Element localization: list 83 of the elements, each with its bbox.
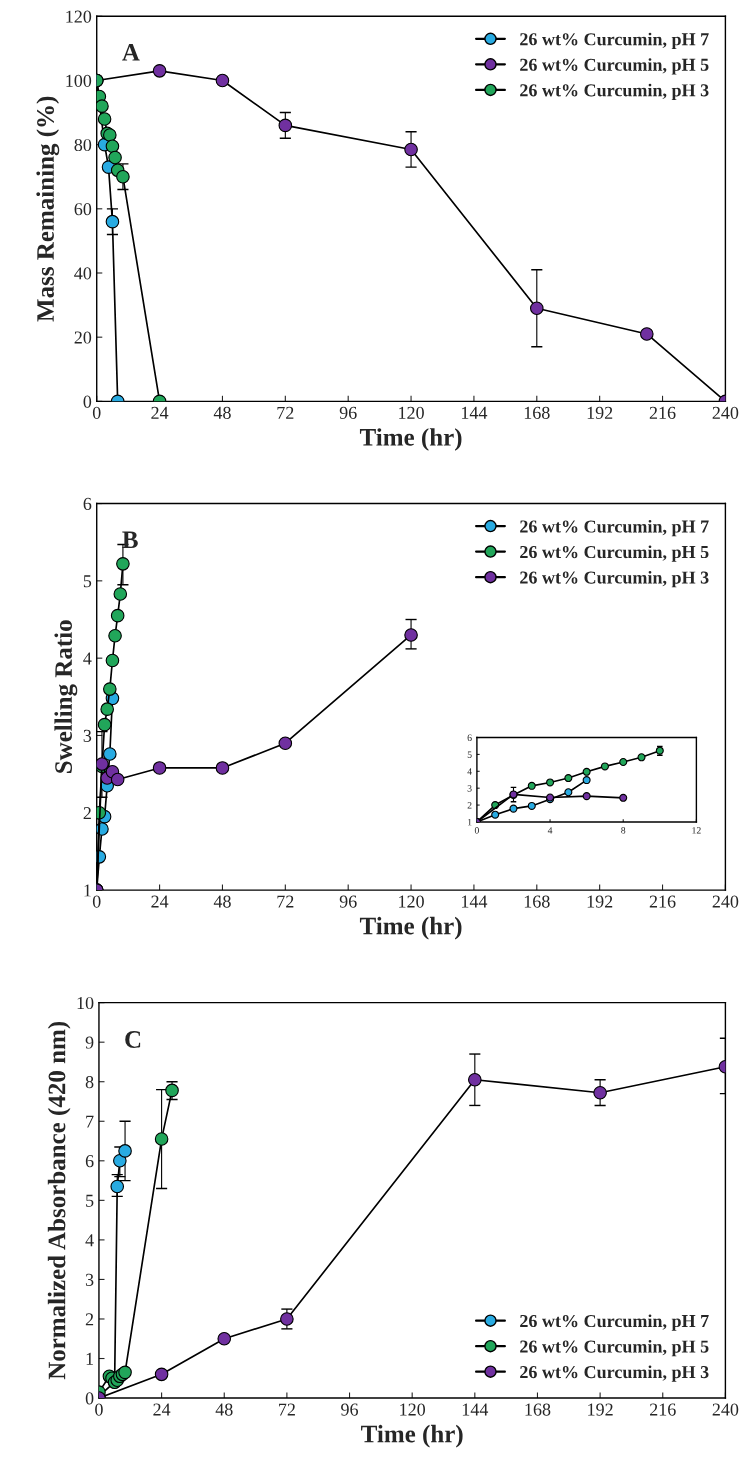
y-tick-label: 2 bbox=[83, 807, 91, 820]
y-tick-label: 3 bbox=[467, 785, 472, 792]
y-tick-label: 3 bbox=[85, 1273, 94, 1286]
y-tick-label: 4 bbox=[83, 652, 92, 665]
x-tick-label: 144 bbox=[461, 895, 488, 908]
x-tick-label: 144 bbox=[461, 406, 488, 419]
y-tick-label: 0 bbox=[83, 395, 92, 408]
x-tick-label: 96 bbox=[339, 895, 357, 908]
y-tick-label: 9 bbox=[85, 1036, 94, 1049]
x-tick-label: 24 bbox=[151, 406, 169, 419]
x-tick-label: 48 bbox=[213, 895, 231, 908]
annotation: A bbox=[122, 44, 140, 61]
x-tick-label: 120 bbox=[400, 1403, 426, 1416]
y-tick-label: 6 bbox=[467, 734, 472, 742]
x-tick-label: 12 bbox=[692, 827, 701, 834]
x-tick-label: 0 bbox=[474, 827, 479, 834]
legend-label: 26 wt% Curcumin, pH 3 bbox=[520, 1365, 709, 1382]
y-tick-label: 1 bbox=[86, 1352, 94, 1365]
x-axis-title: Time (hr) bbox=[359, 428, 462, 451]
x-tick-label: 120 bbox=[399, 406, 424, 419]
x-tick-label: 48 bbox=[213, 406, 231, 419]
x-tick-label: 168 bbox=[524, 895, 550, 908]
x-tick-label: 240 bbox=[712, 406, 739, 419]
y-tick-label: 8 bbox=[85, 1075, 94, 1089]
y-tick-label: 2 bbox=[85, 1313, 94, 1326]
x-tick-label: 96 bbox=[339, 406, 357, 419]
x-tick-label: 72 bbox=[279, 1403, 295, 1416]
y-axis-title: Normalized Absorbance (420 nm) bbox=[47, 1021, 71, 1380]
y-tick-label: 120 bbox=[66, 10, 92, 23]
legend-label: 26 wt% Curcumin, pH 3 bbox=[520, 83, 709, 101]
legend-label: 26 wt% Curcumin, pH 7 bbox=[520, 519, 709, 537]
x-tick-label: 24 bbox=[151, 895, 169, 908]
legend-label: 26 wt% Curcumin, pH 5 bbox=[520, 1339, 709, 1357]
y-tick-label: 100 bbox=[66, 74, 92, 87]
x-tick-label: 0 bbox=[95, 1403, 103, 1416]
y-tick-label: 4 bbox=[85, 1234, 94, 1247]
legend-label: 26 wt% Curcumin, pH 5 bbox=[520, 545, 709, 562]
legend-label: 26 wt% Curcumin, pH 7 bbox=[520, 1314, 709, 1331]
x-axis-title: Time (hr) bbox=[361, 1424, 463, 1448]
y-tick-label: 7 bbox=[86, 1115, 94, 1128]
y-tick-label: 3 bbox=[83, 729, 92, 742]
y-tick-label: 1 bbox=[468, 818, 472, 826]
y-tick-label: 40 bbox=[74, 267, 92, 280]
y-tick-label: 0 bbox=[85, 1392, 94, 1405]
x-tick-label: 72 bbox=[277, 406, 294, 419]
x-tick-label: 4 bbox=[547, 827, 553, 834]
y-tick-label: 6 bbox=[85, 1155, 94, 1168]
x-tick-label: 144 bbox=[462, 1403, 489, 1416]
x-tick-label: 168 bbox=[524, 406, 550, 419]
x-tick-label: 120 bbox=[399, 895, 424, 908]
x-tick-label: 168 bbox=[525, 1403, 551, 1416]
x-tick-label: 240 bbox=[712, 895, 739, 908]
x-tick-label: 192 bbox=[588, 1403, 613, 1416]
x-tick-label: 8 bbox=[621, 827, 626, 834]
x-tick-label: 72 bbox=[277, 895, 294, 908]
x-tick-label: 216 bbox=[649, 895, 676, 908]
annotation: C bbox=[125, 1031, 141, 1048]
y-tick-label: 5 bbox=[467, 751, 472, 758]
legend-label: 26 wt% Curcumin, pH 3 bbox=[520, 570, 709, 588]
annotation: B bbox=[122, 531, 138, 549]
legend-label: 26 wt% Curcumin, pH 5 bbox=[520, 58, 709, 75]
x-tick-label: 216 bbox=[650, 1403, 676, 1416]
legend-label: 26 wt% Curcumin, pH 7 bbox=[520, 32, 709, 50]
x-tick-label: 240 bbox=[712, 1403, 739, 1416]
y-axis-title: Mass Remaining (%) bbox=[36, 96, 60, 322]
y-tick-label: 5 bbox=[83, 575, 92, 588]
x-tick-label: 24 bbox=[153, 1403, 171, 1416]
x-tick-label: 216 bbox=[649, 406, 676, 419]
y-tick-label: 20 bbox=[74, 331, 92, 344]
y-axis-title: Swelling Ratio bbox=[54, 620, 78, 773]
y-tick-label: 10 bbox=[77, 996, 94, 1010]
y-tick-label: 80 bbox=[74, 138, 92, 152]
y-tick-label: 60 bbox=[74, 203, 92, 216]
x-tick-label: 48 bbox=[215, 1403, 233, 1416]
y-tick-label: 2 bbox=[467, 802, 472, 809]
y-tick-label: 5 bbox=[86, 1194, 94, 1207]
x-tick-label: 192 bbox=[587, 895, 613, 908]
x-axis-title: Time (hr) bbox=[359, 916, 462, 940]
x-tick-label: 192 bbox=[587, 406, 613, 419]
x-tick-label: 96 bbox=[341, 1403, 359, 1416]
y-tick-label: 6 bbox=[83, 497, 92, 510]
y-tick-label: 4 bbox=[467, 768, 472, 775]
y-tick-label: 1 bbox=[84, 884, 91, 897]
